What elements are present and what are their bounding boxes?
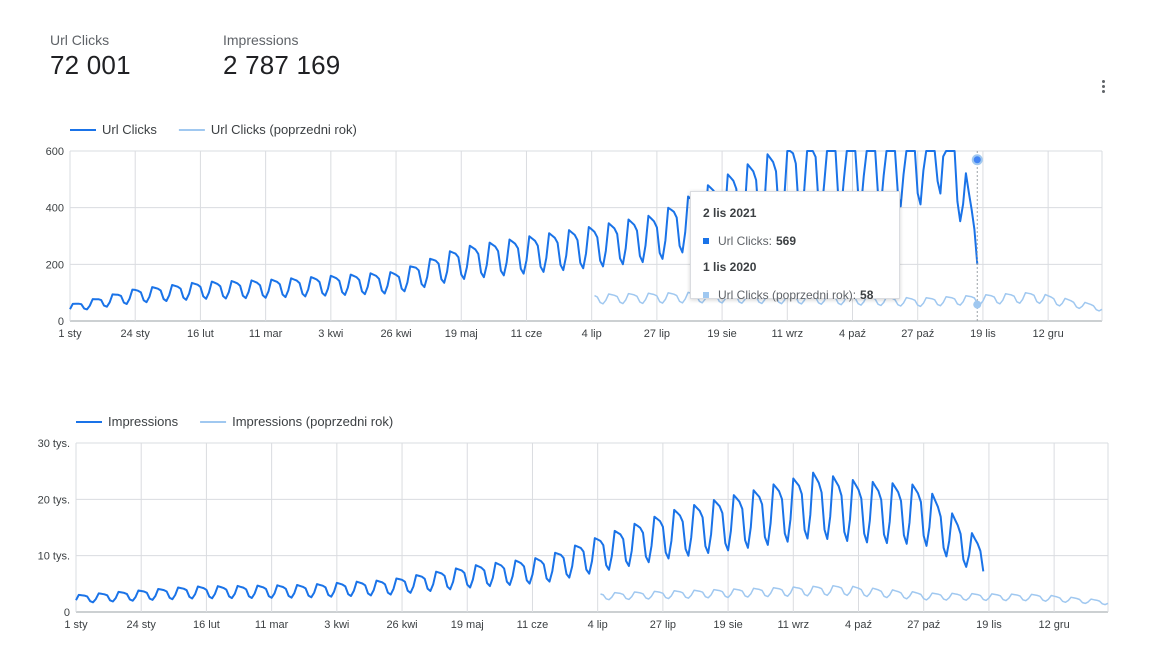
x-tick-label: 12 gru: [1033, 328, 1064, 340]
x-tick-label: 11 cze: [517, 619, 549, 631]
y-tick-label: 30 tys.: [38, 438, 70, 450]
x-tick-label: 26 kwi: [386, 619, 417, 631]
x-tick-label: 24 sty: [121, 328, 151, 340]
x-tick-label: 19 maj: [445, 328, 478, 340]
scorecard-impressions: Impressions 2 787 169: [223, 32, 340, 81]
scorecard-label: Url Clicks: [50, 32, 110, 48]
url-clicks-chart: 0 200 400 600 1 sty 24 sty 16 lut 11 mar 3 kwi 26…: [46, 122, 1103, 340]
y-tick-label: 20 tys.: [38, 494, 70, 506]
x-tick-label: 3 kwi: [324, 619, 349, 631]
x-tick-label: 11 mar: [249, 328, 283, 340]
tooltip-series-label: Url Clicks:: [718, 234, 772, 248]
x-tick-label: 4 lip: [588, 619, 608, 631]
hover-point-current: [971, 154, 983, 166]
x-tick-label: 27 lip: [650, 619, 676, 631]
tooltip-row-current: Url Clicks: 569: [703, 234, 887, 248]
x-tick-label: 1 sty: [64, 619, 88, 631]
tooltip-date: 2 lis 2021: [703, 206, 757, 220]
series-line-current: [69, 150, 979, 311]
y-tick-label: 400: [46, 203, 64, 215]
scorecard-value: 2 787 169: [223, 50, 341, 80]
chart-tooltip: 2 lis 2021 Url Clicks: 569 1 lis 2020 Ur…: [690, 191, 900, 302]
x-tick-label: 19 lis: [970, 328, 996, 340]
tooltip-prev-date: 1 lis 2020: [703, 260, 757, 274]
x-tick-label: 27 paź: [901, 328, 934, 340]
y-tick-label: 0: [58, 316, 64, 328]
x-tick-label: 4 lip: [582, 328, 602, 340]
x-tick-label: 16 lut: [193, 619, 220, 631]
x-tick-label: 19 lis: [976, 619, 1002, 631]
x-tick-label: 27 paź: [907, 619, 940, 631]
more-vert-icon[interactable]: [1097, 78, 1109, 100]
x-tick-label: 11 cze: [511, 328, 543, 340]
y-tick-label: 200: [46, 259, 64, 271]
hover-point-previous: [973, 300, 982, 309]
x-tick-label: 11 mar: [255, 619, 289, 631]
x-tick-label: 11 wrz: [777, 619, 809, 631]
legend-label: Url Clicks: [102, 122, 157, 137]
x-tick-label: 26 kwi: [380, 328, 411, 340]
scorecard-url-clicks: Url Clicks 72 001: [50, 32, 131, 81]
series-line-previous: [600, 584, 1109, 606]
tooltip-series-value: 569: [776, 234, 797, 248]
x-tick-label: 16 lut: [187, 328, 214, 340]
x-tick-label: 4 paź: [845, 619, 872, 631]
legend-square-icon: [703, 238, 709, 244]
x-tick-label: 12 gru: [1039, 619, 1070, 631]
scorecard-value: 72 001: [50, 50, 131, 80]
legend-label: Impressions: [108, 414, 179, 429]
tooltip-prev-value: 58: [860, 288, 874, 302]
x-tick-label: 27 lip: [644, 328, 670, 340]
tooltip-prev-label: Url Clicks (poprzedni rok):: [718, 288, 857, 302]
x-tick-label: 19 sie: [713, 619, 742, 631]
x-tick-label: 11 wrz: [771, 328, 803, 340]
y-tick-label: 0: [64, 607, 70, 619]
x-tick-label: 19 maj: [451, 619, 484, 631]
legend: Url Clicks Url Clicks (poprzedni rok): [70, 122, 357, 137]
scorecard-label: Impressions: [223, 32, 299, 48]
x-tick-label: 4 paź: [839, 328, 866, 340]
legend: Impressions Impressions (poprzedni rok): [76, 414, 393, 429]
y-tick-label: 600: [46, 146, 64, 158]
x-tick-label: 24 sty: [127, 619, 157, 631]
x-tick-label: 1 sty: [58, 328, 82, 340]
series-line-current: [75, 471, 985, 604]
y-tick-label: 10 tys.: [38, 551, 70, 563]
impressions-chart: 0 10 tys. 20 tys. 30 tys. 1 sty 24 sty 16 lut 1…: [38, 414, 1109, 631]
x-tick-label: 19 sie: [707, 328, 736, 340]
legend-label: Impressions (poprzedni rok): [232, 414, 393, 429]
x-tick-label: 3 kwi: [318, 328, 343, 340]
legend-label: Url Clicks (poprzedni rok): [211, 122, 357, 137]
tooltip-row-previous: Url Clicks (poprzedni rok): 58: [703, 288, 887, 302]
legend-square-icon: [703, 292, 709, 298]
